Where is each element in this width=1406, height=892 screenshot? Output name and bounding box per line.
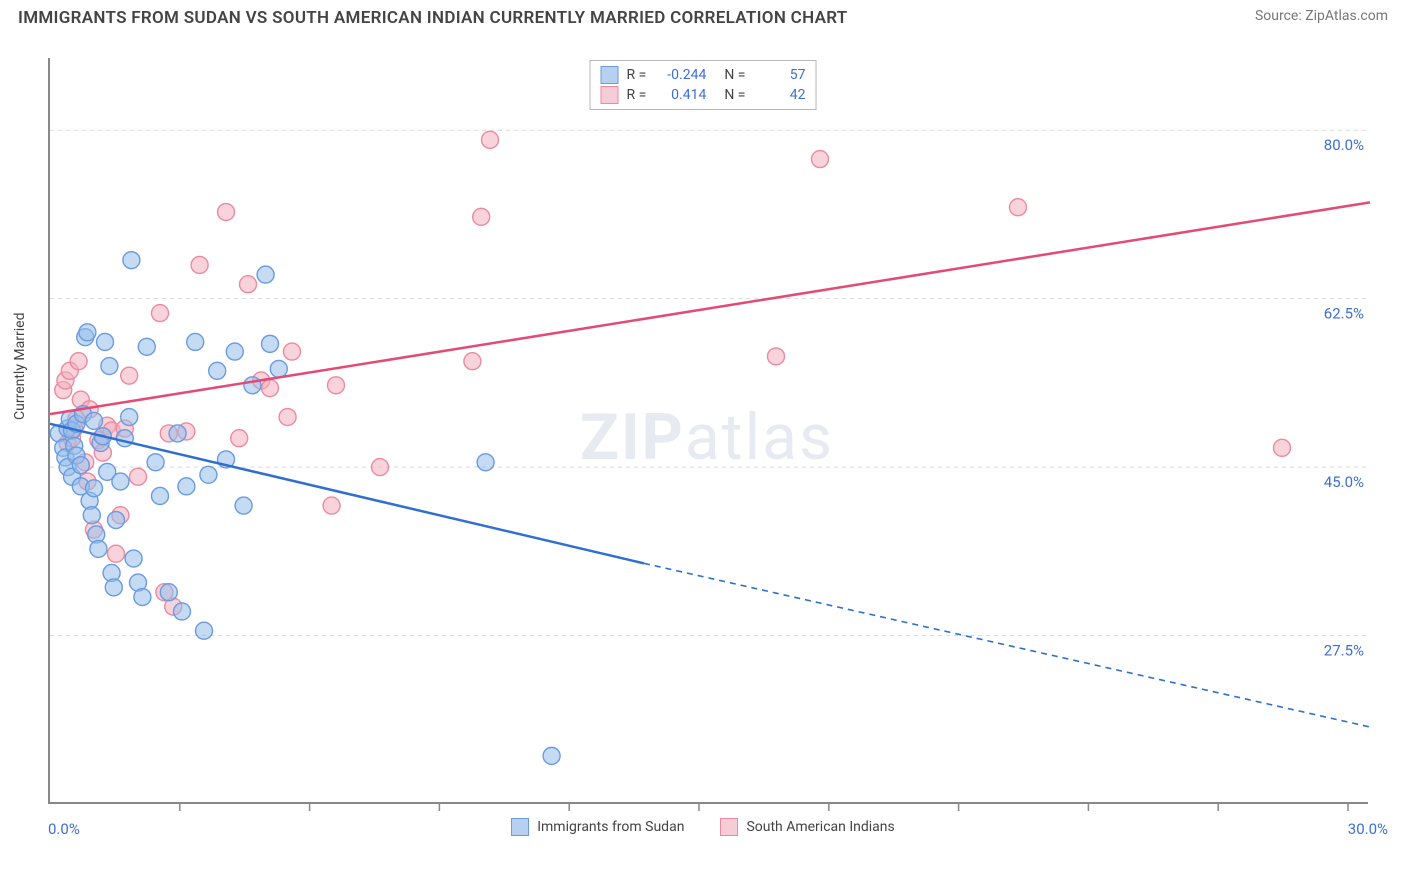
correlation-row-1: R = 0.414 N = 42 — [601, 85, 806, 105]
svg-text:27.5%: 27.5% — [1324, 642, 1364, 660]
legend-item-sai: South American Indians — [720, 818, 894, 836]
n-label: N = — [724, 67, 745, 83]
swatch-pink — [601, 86, 619, 104]
plot-area: 27.5% 45.0% 62.5% 80.0% — [48, 58, 1368, 804]
legend-item-sudan: Immigrants from Sudan — [511, 818, 684, 836]
n-value: 57 — [753, 67, 805, 83]
svg-text:45.0%: 45.0% — [1324, 473, 1364, 491]
correlation-legend: R = -0.244 N = 57 R = 0.414 N = 42 — [590, 60, 817, 110]
swatch-blue — [601, 66, 619, 84]
plot-svg: 27.5% 45.0% 62.5% 80.0% — [50, 58, 1370, 804]
svg-text:62.5%: 62.5% — [1324, 305, 1364, 323]
chart-header: IMMIGRANTS FROM SUDAN VS SOUTH AMERICAN … — [0, 0, 1406, 28]
chart-title: IMMIGRANTS FROM SUDAN VS SOUTH AMERICAN … — [18, 8, 848, 28]
swatch-sudan — [511, 818, 529, 836]
swatch-sai — [720, 818, 738, 836]
legend-label-sudan: Immigrants from Sudan — [537, 819, 684, 835]
n-value: 42 — [753, 87, 805, 103]
series-legend: Immigrants from Sudan South American Ind… — [0, 818, 1406, 836]
correlation-row-0: R = -0.244 N = 57 — [601, 65, 806, 85]
r-label: R = — [627, 67, 647, 83]
n-label: N = — [724, 87, 745, 103]
r-label: R = — [627, 87, 647, 103]
chart-source: Source: ZipAtlas.com — [1255, 8, 1388, 24]
svg-text:80.0%: 80.0% — [1324, 136, 1364, 154]
r-value: -0.244 — [654, 67, 706, 83]
r-value: 0.414 — [654, 87, 706, 103]
legend-label-sai: South American Indians — [746, 819, 894, 835]
y-axis-label: Currently Married — [12, 313, 28, 420]
